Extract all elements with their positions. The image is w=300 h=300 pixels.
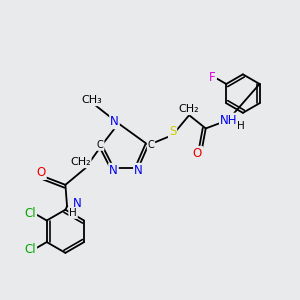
Text: H: H — [69, 208, 77, 218]
Text: NH: NH — [220, 114, 237, 127]
Text: N: N — [109, 164, 118, 177]
Text: N: N — [73, 197, 81, 210]
Text: O: O — [37, 166, 46, 179]
Text: C: C — [148, 140, 154, 150]
Text: Cl: Cl — [25, 207, 36, 220]
Text: O: O — [193, 147, 202, 160]
Text: CH₂: CH₂ — [70, 157, 91, 167]
Text: CH₃: CH₃ — [82, 95, 102, 105]
Text: C: C — [97, 140, 104, 150]
Text: S: S — [169, 124, 176, 138]
Text: N: N — [110, 115, 119, 128]
Text: N: N — [134, 164, 143, 177]
Text: Cl: Cl — [25, 243, 36, 256]
Text: H: H — [237, 121, 244, 131]
Text: CH₂: CH₂ — [179, 104, 200, 114]
Text: F: F — [209, 71, 216, 84]
